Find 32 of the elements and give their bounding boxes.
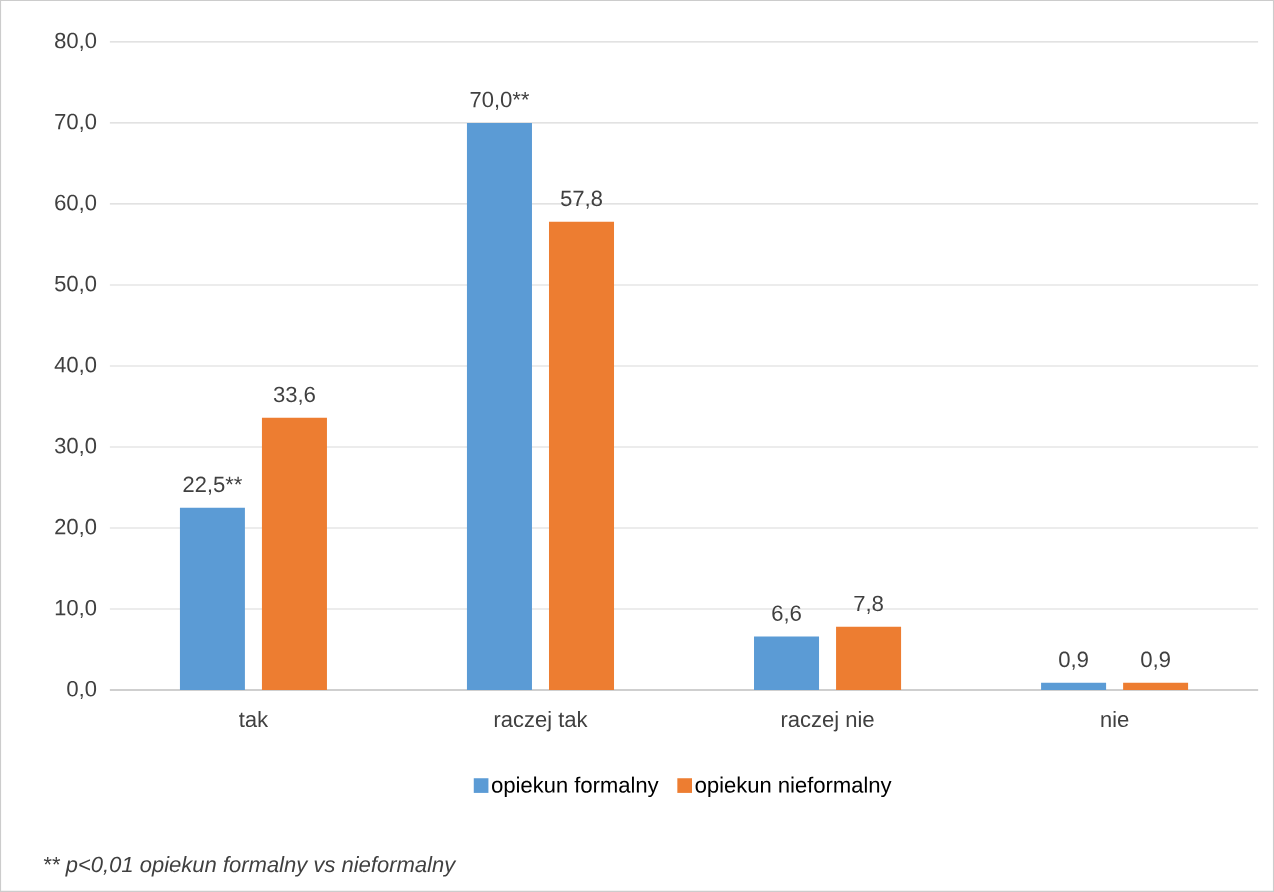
- data-label: 70,0**: [470, 91, 530, 110]
- y-tick-label: 70,0: [55, 113, 97, 133]
- legend-label: opiekun nieformalny: [695, 776, 892, 798]
- y-tick-label: 20,0: [55, 518, 97, 538]
- bar: [179, 507, 245, 691]
- data-label: 22,5**: [183, 476, 243, 495]
- bar: [836, 626, 902, 691]
- data-label: 7,8: [854, 595, 883, 614]
- x-tick-label: tak: [239, 710, 269, 728]
- y-tick-label: 50,0: [55, 275, 97, 295]
- bar: [1123, 682, 1189, 691]
- y-tick-label: 40,0: [54, 356, 97, 376]
- data-label: 57,8: [560, 190, 602, 209]
- bar: [1041, 682, 1107, 691]
- y-tick-label: 10,0: [55, 599, 97, 619]
- y-tick-label: 60,0: [55, 194, 97, 214]
- data-label: 0,9: [1059, 651, 1088, 670]
- y-tick-label: 30,0: [54, 437, 97, 457]
- legend-label: opiekun formalny: [492, 776, 659, 798]
- text: ** p<0,01 opiekun formalny vs nieformalny: [43, 856, 457, 877]
- bar: [754, 636, 820, 691]
- y-tick-label: 80,0: [55, 32, 97, 52]
- data-label: 0,9: [1141, 651, 1170, 670]
- bar: [549, 221, 615, 691]
- data-label: 6,6: [772, 605, 801, 624]
- bar: [261, 417, 327, 691]
- y-tick-label: 0,0: [67, 680, 97, 700]
- data-label: 33,6: [273, 386, 315, 405]
- bar: [466, 122, 532, 691]
- x-tick-label: nie: [1101, 710, 1129, 728]
- x-tick-label: raczej tak: [494, 710, 588, 732]
- x-tick-label: raczej nie: [781, 710, 874, 732]
